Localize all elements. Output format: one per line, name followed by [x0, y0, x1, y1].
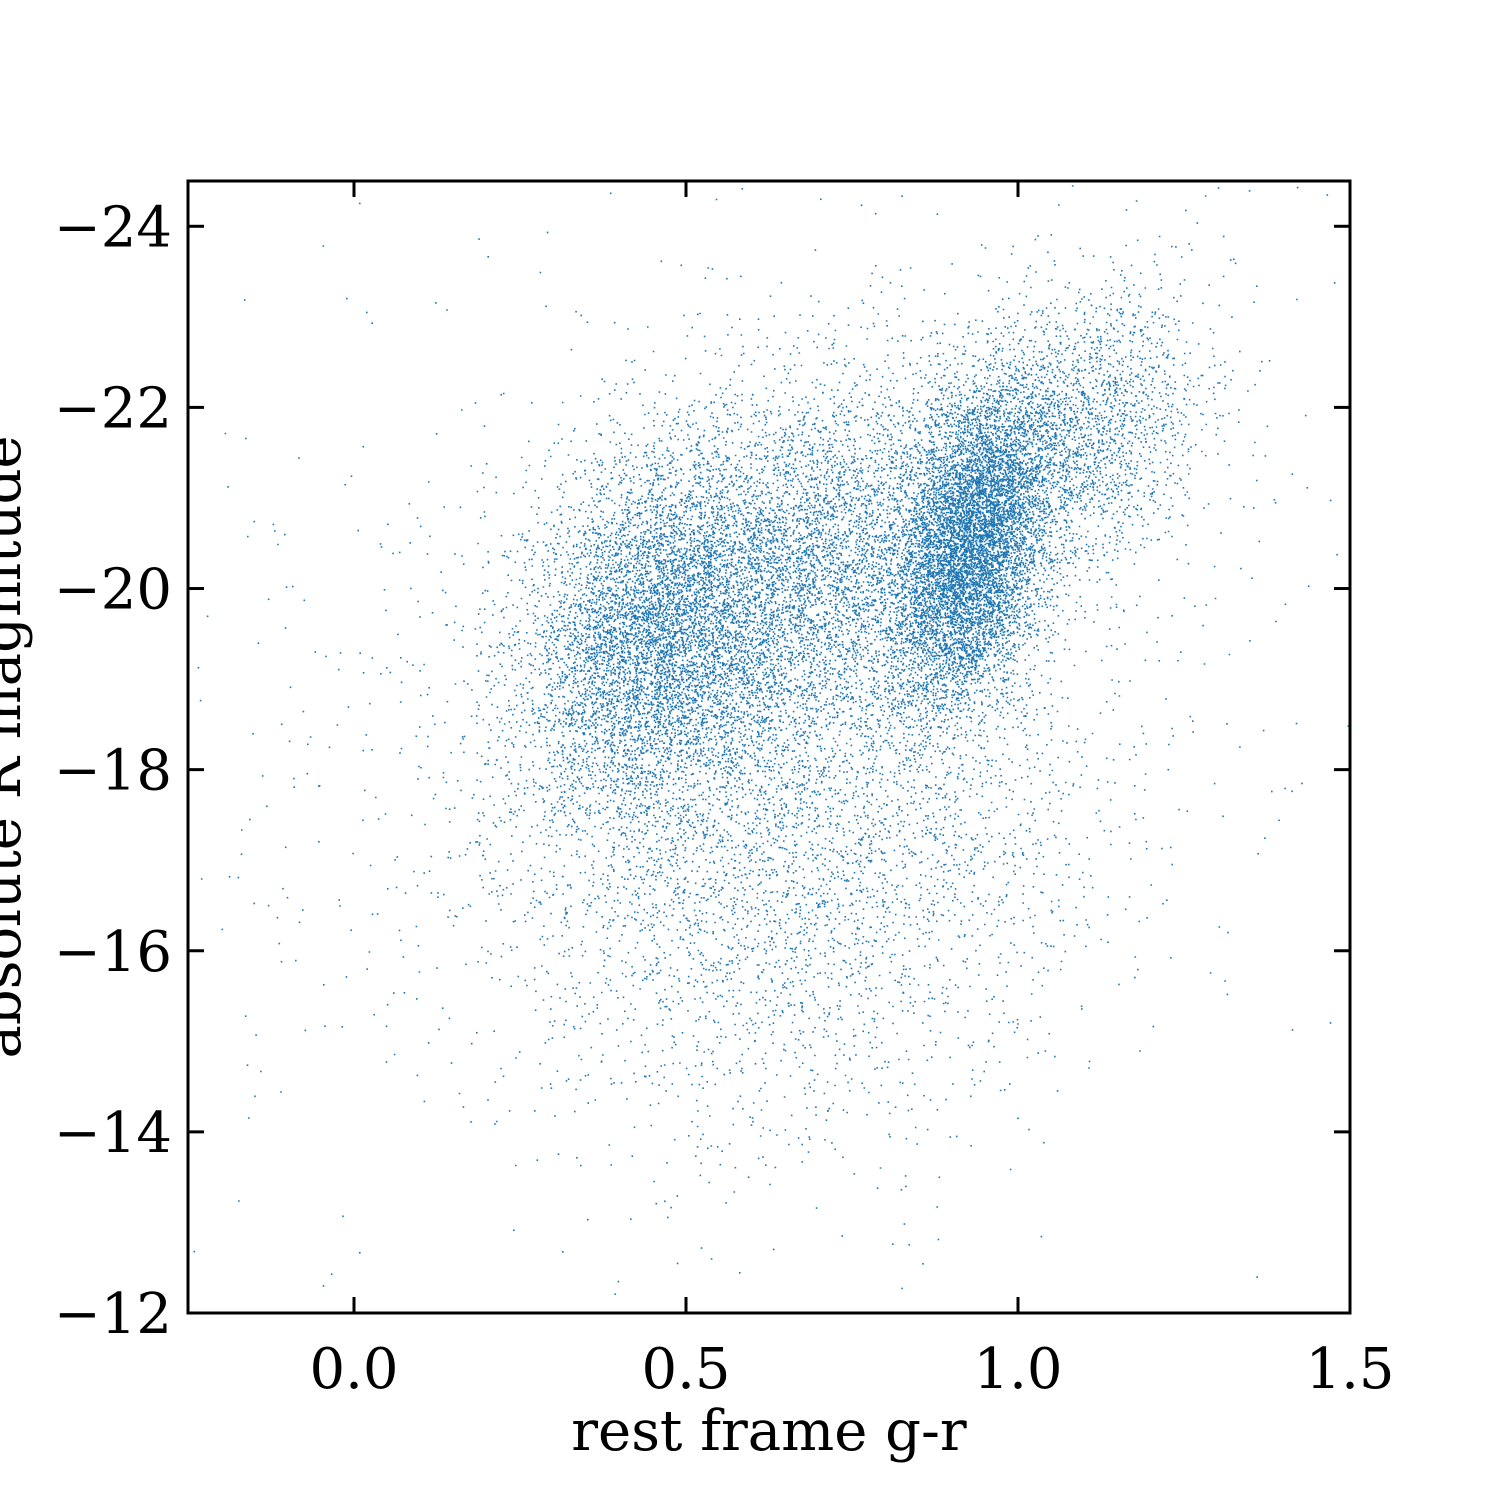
- x-tick-label: 0.0: [309, 1337, 398, 1402]
- y-tick-label: −16: [54, 920, 172, 985]
- y-tick-label: −20: [54, 558, 172, 623]
- y-tick-label: −12: [54, 1282, 172, 1347]
- y-axis-label: absolute R magnitude: [0, 436, 34, 1059]
- y-tick-label: −18: [54, 739, 172, 804]
- y-tick-label: −24: [54, 195, 172, 260]
- x-tick-label: 1.5: [1305, 1337, 1394, 1402]
- scatter-points: [193, 185, 1350, 1296]
- scatter-point-cloud: [193, 185, 1350, 1296]
- y-tick-label: −22: [54, 376, 172, 441]
- plot-frame: [186, 179, 1352, 1315]
- x-axis-label: rest frame g-r: [571, 1399, 967, 1464]
- x-tick-label: 0.5: [641, 1337, 730, 1402]
- y-tick-label: −14: [54, 1101, 172, 1166]
- x-tick-label: 1.0: [973, 1337, 1062, 1402]
